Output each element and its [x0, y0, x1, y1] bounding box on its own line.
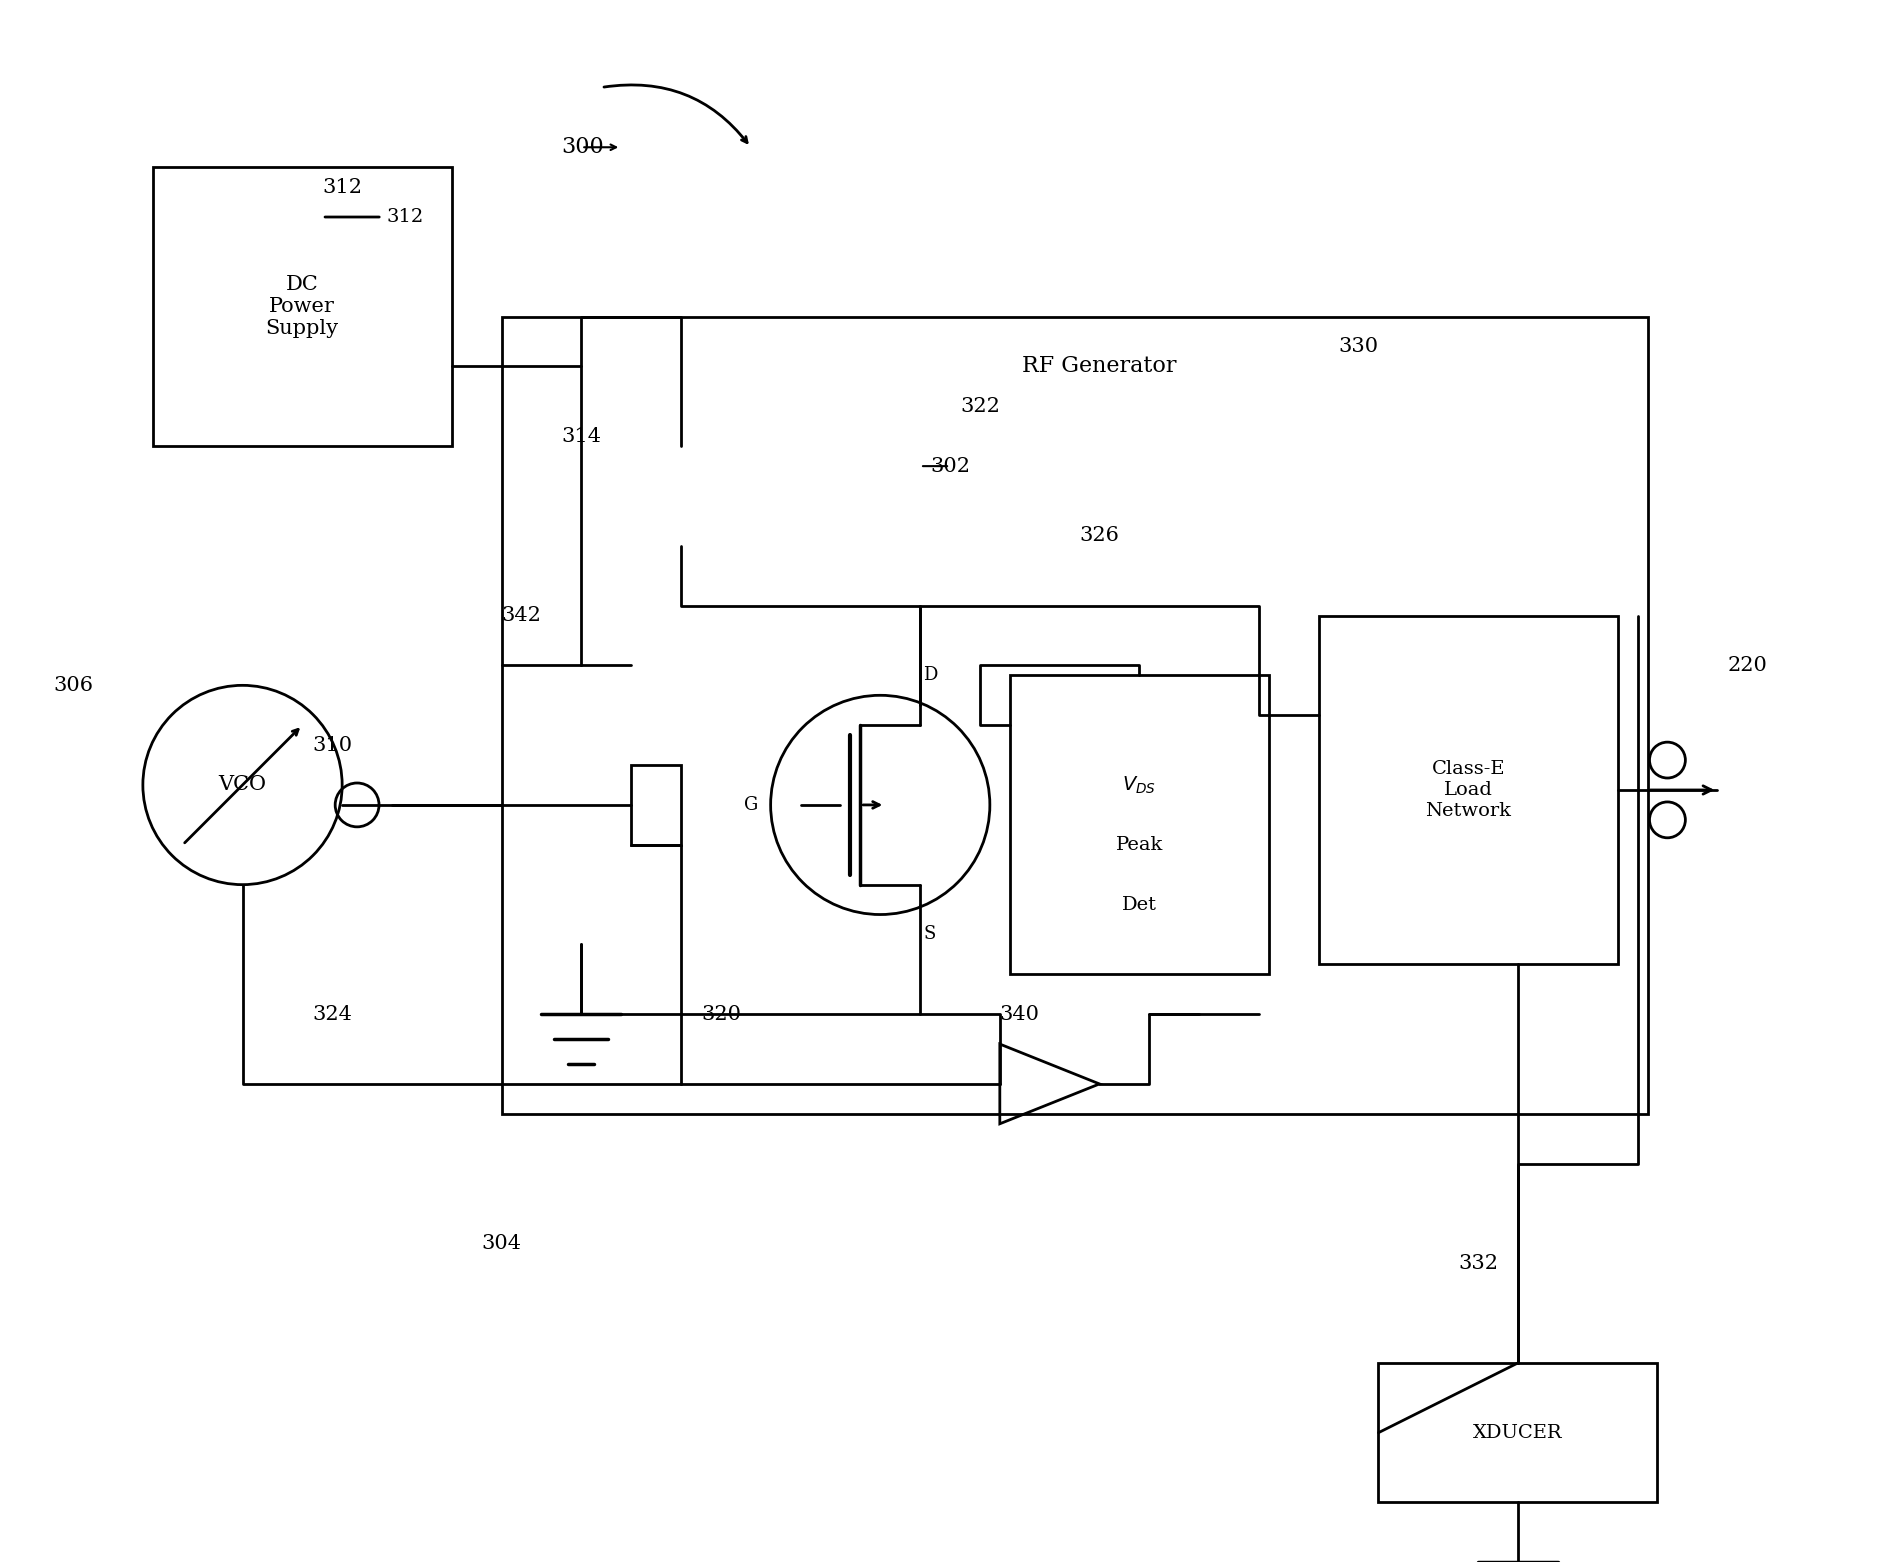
Text: 302: 302	[930, 457, 970, 476]
Text: $V_{DS}$: $V_{DS}$	[1122, 775, 1156, 795]
Text: 314: 314	[561, 427, 601, 446]
Text: 300: 300	[561, 136, 605, 158]
Text: XDUCER: XDUCER	[1472, 1424, 1563, 1441]
Text: G: G	[743, 797, 758, 814]
Text: VCO: VCO	[218, 776, 267, 795]
Bar	[153, 167, 451, 446]
Text: 304: 304	[481, 1233, 521, 1254]
Text: 330: 330	[1338, 336, 1380, 357]
Text: DC
Power
Supply: DC Power Supply	[265, 275, 339, 338]
Text: D: D	[923, 667, 938, 684]
Bar	[1378, 1363, 1658, 1502]
Bar	[1010, 676, 1270, 975]
Text: RF Generator: RF Generator	[1021, 355, 1177, 377]
Text: 312: 312	[387, 208, 424, 225]
Text: 340: 340	[1001, 1005, 1040, 1024]
Bar	[1319, 615, 1618, 964]
Text: 332: 332	[1457, 1254, 1499, 1272]
Text: 324: 324	[313, 1005, 352, 1024]
Text: Det: Det	[1122, 895, 1156, 914]
Text: 342: 342	[502, 606, 542, 624]
Text: 326: 326	[1080, 526, 1120, 545]
Text: 322: 322	[961, 398, 1001, 416]
Text: 312: 312	[322, 177, 362, 197]
Bar	[502, 316, 1647, 1114]
Text: Class-E
Load
Network: Class-E Load Network	[1425, 761, 1510, 820]
Bar	[631, 765, 680, 845]
Text: Peak: Peak	[1116, 836, 1164, 854]
Text: 306: 306	[53, 676, 93, 695]
Text: 220: 220	[1726, 656, 1768, 675]
Text: 320: 320	[701, 1005, 741, 1024]
Text: S: S	[925, 925, 936, 944]
Text: 310: 310	[313, 736, 352, 754]
